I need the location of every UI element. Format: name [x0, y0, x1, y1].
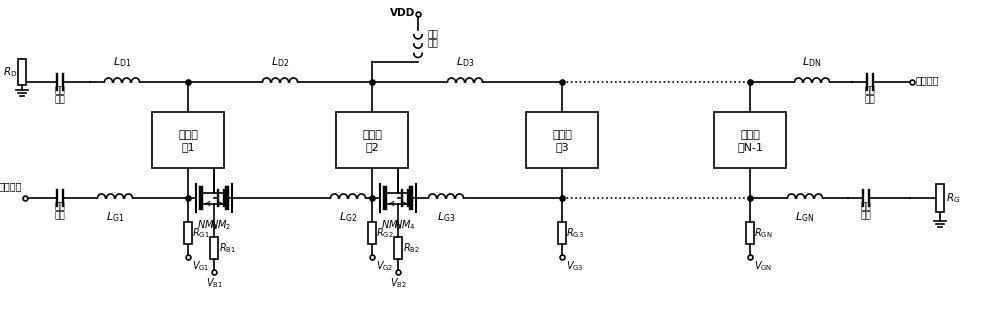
- Text: 电感: 电感: [428, 39, 439, 48]
- Text: $L_{\rm G3}$: $L_{\rm G3}$: [437, 210, 455, 224]
- Text: $L_{\rm G1}$: $L_{\rm G1}$: [106, 210, 124, 224]
- Text: VDD: VDD: [390, 8, 415, 18]
- Bar: [936, 184, 944, 212]
- Text: $V_{\rm G1}$: $V_{\rm G1}$: [192, 259, 210, 273]
- Text: $NM_3$: $NM_3$: [381, 218, 402, 232]
- Bar: [558, 222, 566, 244]
- Bar: [746, 222, 754, 244]
- Text: $R_{\rm B1}$: $R_{\rm B1}$: [219, 241, 236, 255]
- Bar: [368, 222, 376, 244]
- Text: 抵流: 抵流: [428, 30, 439, 39]
- Text: $V_{\rm G2}$: $V_{\rm G2}$: [376, 259, 394, 273]
- Bar: [526, 112, 598, 168]
- Text: $R_{\rm B2}$: $R_{\rm B2}$: [403, 241, 420, 255]
- Text: $NM_4$: $NM_4$: [394, 218, 415, 232]
- Text: $V_{\rm B2}$: $V_{\rm B2}$: [390, 276, 406, 290]
- Text: 增益单: 增益单: [740, 130, 760, 140]
- Text: 耦合: 耦合: [55, 202, 65, 211]
- Text: 电容: 电容: [55, 211, 65, 220]
- Text: 耦合: 耦合: [865, 86, 875, 95]
- Text: 信号输入: 信号输入: [0, 181, 22, 191]
- Bar: [184, 222, 192, 244]
- Bar: [152, 112, 224, 168]
- Bar: [394, 237, 402, 259]
- Text: 耦合: 耦合: [55, 86, 65, 95]
- Text: 增益单: 增益单: [178, 130, 198, 140]
- Text: $L_{\rm D3}$: $L_{\rm D3}$: [456, 55, 474, 69]
- Bar: [18, 59, 26, 85]
- Text: 元3: 元3: [555, 142, 569, 152]
- Bar: [714, 112, 786, 168]
- Text: 增益单: 增益单: [552, 130, 572, 140]
- Text: $V_{\rm G3}$: $V_{\rm G3}$: [566, 259, 584, 273]
- Text: $R_{\rm D}$: $R_{\rm D}$: [3, 65, 17, 79]
- Text: $R_{\rm G}$: $R_{\rm G}$: [946, 191, 960, 205]
- Text: $L_{\rm G2}$: $L_{\rm G2}$: [339, 210, 357, 224]
- Text: $NM_1$: $NM_1$: [197, 218, 218, 232]
- Text: 电容: 电容: [55, 95, 65, 104]
- Text: $R_{\rm G2}$: $R_{\rm G2}$: [376, 226, 394, 240]
- Text: $V_{\rm B1}$: $V_{\rm B1}$: [206, 276, 222, 290]
- Text: $L_{\rm D1}$: $L_{\rm D1}$: [113, 55, 131, 69]
- Text: $L_{\rm DN}$: $L_{\rm DN}$: [802, 55, 822, 69]
- Text: 元1: 元1: [181, 142, 195, 152]
- Bar: [336, 112, 408, 168]
- Text: 信号输出: 信号输出: [916, 75, 940, 85]
- Text: 增益单: 增益单: [362, 130, 382, 140]
- Text: $L_{\rm GN}$: $L_{\rm GN}$: [795, 210, 815, 224]
- Text: 电容: 电容: [865, 95, 875, 104]
- Text: 电容: 电容: [861, 211, 871, 220]
- Text: 元N-1: 元N-1: [737, 142, 763, 152]
- Text: $V_{\rm GN}$: $V_{\rm GN}$: [754, 259, 772, 273]
- Text: 耦合: 耦合: [861, 202, 871, 211]
- Text: $NM_2$: $NM_2$: [210, 218, 231, 232]
- Bar: [210, 237, 218, 259]
- Text: $L_{\rm D2}$: $L_{\rm D2}$: [271, 55, 289, 69]
- Text: $R_{\rm G1}$: $R_{\rm G1}$: [192, 226, 210, 240]
- Text: $R_{\rm GN}$: $R_{\rm GN}$: [754, 226, 772, 240]
- Text: $R_{\rm G3}$: $R_{\rm G3}$: [566, 226, 584, 240]
- Text: 元2: 元2: [365, 142, 379, 152]
